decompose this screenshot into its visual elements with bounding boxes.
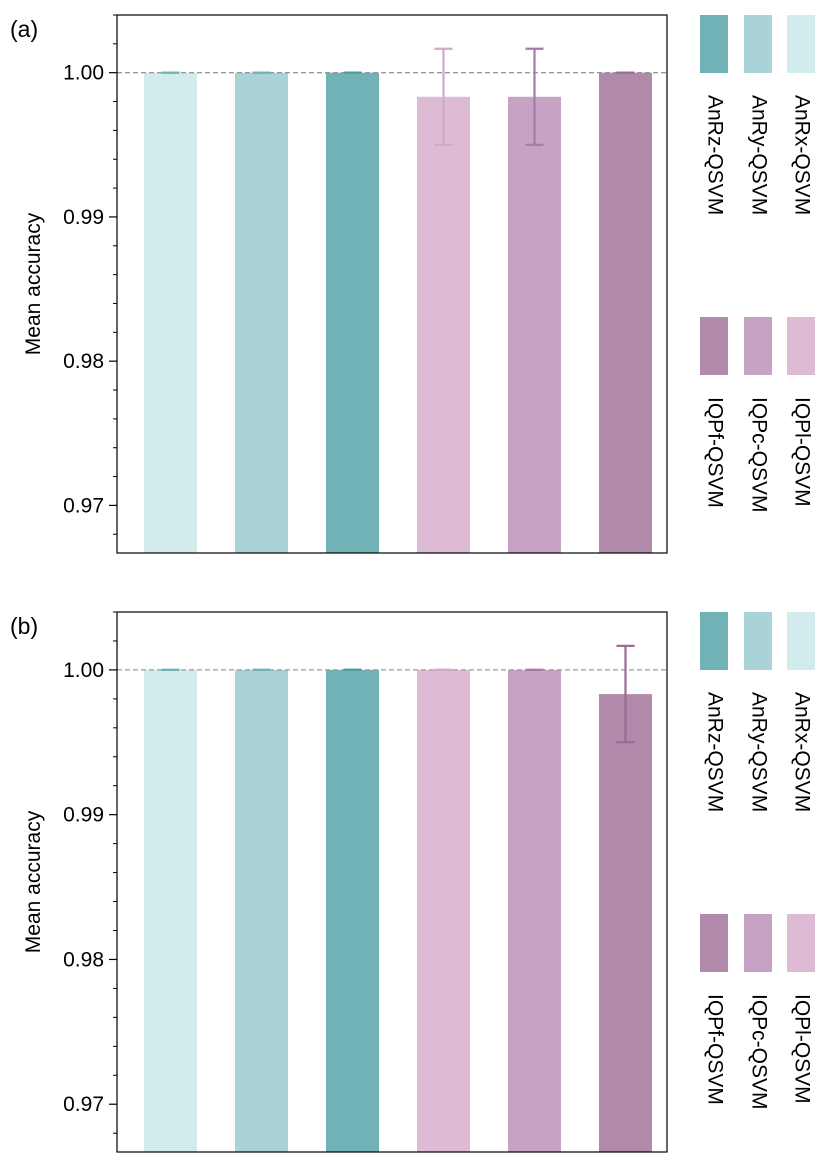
legend-swatch (700, 15, 728, 73)
bar-iqpf-qsvm (599, 694, 652, 1152)
chart-panel-b: (b) Mean accuracy 0.97 0.98 0.99 1.00 AnRz-QSV… (10, 611, 815, 1153)
legend-entry-anry-qsvm: AnRy-QSVM (744, 15, 772, 215)
legend-swatch (744, 317, 772, 375)
bar-iqpl-qsvm (417, 669, 470, 1152)
legend-label: AnRx-QSVM (790, 95, 813, 215)
y-tick-label: 0.98 (63, 948, 104, 971)
bar-anry-qsvm (235, 669, 288, 1152)
y-tick-label: 0.97 (63, 1093, 104, 1116)
bar-iqpc-qsvm (508, 96, 561, 553)
y-tick-label: 0.99 (63, 804, 104, 827)
legend-entry-anrx-qsvm: AnRx-QSVM (787, 15, 815, 215)
legend-entry-iqpf-qsvm: IQPf-QSVM (700, 317, 728, 508)
bar-anrx-qsvm (144, 669, 197, 1152)
legend-swatch (744, 15, 772, 73)
legend-entry-iqpc-qsvm: IQPc-QSVM (744, 914, 772, 1110)
bar-iqpl-qsvm (417, 96, 470, 553)
legend-entry-anry-qsvm: AnRy-QSVM (744, 612, 772, 812)
legend-swatch (700, 914, 728, 972)
legend-swatch (787, 15, 815, 73)
legend-swatch (744, 612, 772, 670)
y-tick-label: 1.00 (63, 62, 104, 85)
bar-iqpc-qsvm (508, 669, 561, 1152)
bar-anrx-qsvm (144, 72, 197, 553)
bar-anry-qsvm (235, 72, 288, 553)
legend-entry-iqpl-qsvm: IQPl-QSVM (787, 317, 815, 507)
bar-iqpf-qsvm (599, 72, 652, 553)
legend-swatch (787, 612, 815, 670)
error-bar-iqpl-qsvm (434, 47, 453, 146)
legend-label: AnRz-QSVM (703, 692, 726, 812)
bar-anrz-qsvm (326, 669, 379, 1152)
legend-label: IQPc-QSVM (747, 397, 770, 513)
legend-label: AnRy-QSVM (747, 692, 770, 812)
y-tick-label: 0.97 (63, 494, 104, 517)
y-tick-label: 0.99 (63, 206, 104, 229)
legend-swatch (700, 612, 728, 670)
legend-entry-iqpc-qsvm: IQPc-QSVM (744, 317, 772, 513)
chart-panel-a: (a) Mean accuracy 0.97 0.98 0.99 1.00 AnRz-QSV… (10, 14, 815, 554)
legend-label: AnRy-QSVM (747, 95, 770, 215)
legend-label: IQPf-QSVM (703, 397, 726, 508)
y-axis-label: Mean accuracy (22, 212, 45, 355)
panel-label: (a) (10, 16, 38, 42)
legend-swatch (787, 317, 815, 375)
bar-anrz-qsvm (326, 72, 379, 553)
legend-group-anr: AnRz-QSVM AnRy-QSVM AnRx-QSVM (700, 612, 815, 812)
legend-group-anr: AnRz-QSVM AnRy-QSVM AnRx-QSVM (700, 15, 815, 215)
y-tick-label: 0.98 (63, 350, 104, 373)
legend-swatch (744, 914, 772, 972)
legend-entry-iqpl-qsvm: IQPl-QSVM (787, 914, 815, 1104)
legend-group-iqp: IQPf-QSVM IQPc-QSVM IQPl-QSVM (700, 914, 815, 1110)
y-axis-label: Mean accuracy (22, 810, 45, 953)
legend-label: IQPf-QSVM (703, 994, 726, 1105)
legend-label: AnRz-QSVM (703, 95, 726, 215)
error-bar-iqpc-qsvm (525, 47, 544, 146)
legend-entry-anrz-qsvm: AnRz-QSVM (700, 15, 728, 215)
legend-label: IQPl-QSVM (790, 994, 813, 1104)
legend-group-iqp: IQPf-QSVM IQPc-QSVM IQPl-QSVM (700, 317, 815, 513)
legend-label: IQPc-QSVM (747, 994, 770, 1110)
panel-label: (b) (10, 613, 38, 639)
error-bar-iqpf-qsvm (616, 644, 635, 744)
legend-label: IQPl-QSVM (790, 397, 813, 507)
y-tick-label: 1.00 (63, 659, 104, 682)
legend-entry-iqpf-qsvm: IQPf-QSVM (700, 914, 728, 1105)
axes-frame (116, 14, 668, 554)
legend-entry-anrz-qsvm: AnRz-QSVM (700, 612, 728, 812)
legend-label: AnRx-QSVM (790, 692, 813, 812)
legend-swatch (700, 317, 728, 375)
legend-entry-anrx-qsvm: AnRx-QSVM (787, 612, 815, 812)
legend-swatch (787, 914, 815, 972)
axes-frame (116, 611, 668, 1153)
